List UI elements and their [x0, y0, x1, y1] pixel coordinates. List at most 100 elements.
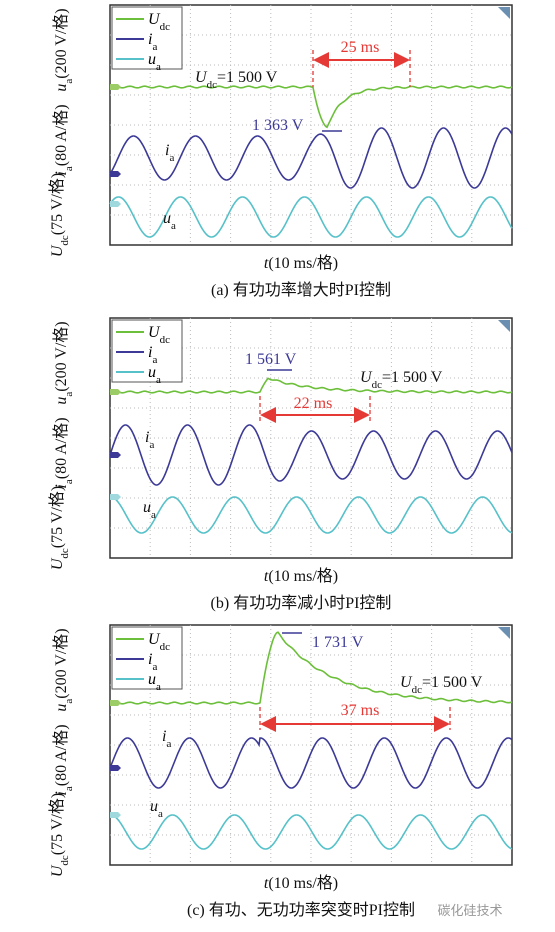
- trace-label-sub: a: [171, 220, 176, 232]
- x-axis-label-main: t: [264, 255, 269, 272]
- trace-label-sub: a: [151, 509, 156, 521]
- legend-entry-main: U: [148, 11, 161, 28]
- y-axis-label-main: u: [53, 397, 70, 405]
- y-axis-label: Udc(75 V/格): [48, 173, 71, 257]
- y-axis-label-sub: a: [63, 166, 75, 171]
- udc-trace: [109, 85, 513, 129]
- trace-label: ua: [163, 210, 176, 232]
- x-axis-label-rest: (10 ms/格): [268, 254, 338, 272]
- y-axis-label-main: i: [53, 791, 70, 795]
- udc-annotation-sub: dc: [412, 684, 423, 696]
- duration-annotation: 22 ms: [294, 395, 333, 412]
- udc-annotation: Udc=1 500 V: [195, 69, 278, 91]
- y-axis-label: ia(80 A/格): [52, 417, 75, 488]
- udc-annotation-sub: dc: [372, 379, 383, 391]
- y-axis-label: Udc(75 V/格): [48, 486, 71, 570]
- y-axis-label: ua(200 V/格): [52, 628, 75, 711]
- udc-annotation-rest: =1 500 V: [382, 369, 443, 386]
- caption: (c) 有功、无功功率突变时PI控制: [187, 901, 415, 919]
- legend-entry-sub: a: [152, 41, 157, 53]
- y-axis-label-main: U: [49, 244, 66, 257]
- trace-label-main: u: [150, 798, 158, 815]
- udc-annotation-main: U: [195, 69, 208, 86]
- y-axis-label-main: i: [53, 484, 70, 488]
- legend-entry: ua: [148, 671, 161, 693]
- ua-trace: [110, 496, 513, 534]
- ua-trace: [109, 196, 513, 238]
- trace-label-main: i: [162, 728, 166, 745]
- y-axis-label-sub: a: [63, 786, 75, 791]
- y-axis-label-rest: (80 A/格): [52, 724, 70, 786]
- udc-annotation-rest: =1 500 V: [422, 674, 483, 691]
- trace-label-sub: a: [149, 439, 154, 451]
- x-axis-label-main: t: [264, 568, 269, 585]
- trace-label: ua: [150, 798, 163, 820]
- y-axis-label-main: u: [53, 84, 70, 92]
- duration-annotation: 25 ms: [341, 39, 380, 56]
- legend-entry: ia: [148, 651, 157, 673]
- legend-entry-main: U: [148, 324, 161, 341]
- legend-entry-sub: a: [152, 661, 157, 673]
- ua-trace: [110, 814, 513, 850]
- channel-marker: [110, 389, 121, 395]
- legend-entry-main: u: [148, 51, 156, 68]
- peak-annotation: 1 363 V: [252, 117, 304, 134]
- legend-entry: ia: [148, 31, 157, 53]
- caption: (a) 有功功率增大时PI控制: [211, 281, 391, 299]
- legend-entry-sub: dc: [160, 334, 171, 346]
- channel-marker: [110, 84, 121, 90]
- y-axis-label-sub: a: [63, 392, 75, 397]
- y-axis-label: ua(200 V/格): [52, 8, 75, 91]
- trace-label: ia: [145, 429, 154, 451]
- channel-marker: [110, 452, 121, 458]
- y-axis-label-rest: (200 V/格): [52, 321, 70, 391]
- y-axis-label-sub: a: [63, 699, 75, 704]
- caption: (b) 有功功率减小时PI控制: [211, 594, 392, 612]
- trace-label-main: u: [163, 210, 171, 227]
- y-axis-label-rest: (75 V/格): [48, 793, 66, 855]
- channel-marker: [110, 765, 121, 772]
- x-axis-label-main: t: [264, 875, 269, 892]
- y-axis-label-main: u: [53, 704, 70, 712]
- ia-trace: [109, 737, 513, 789]
- legend-entry-main: u: [148, 671, 156, 688]
- legend-entry-main: i: [148, 31, 152, 48]
- y-axis-label-rest: (80 A/格): [52, 104, 70, 166]
- x-axis-label-rest: (10 ms/格): [268, 567, 338, 585]
- corner-marker: [498, 627, 510, 639]
- trace-label: ia: [165, 142, 174, 164]
- ia-trace: [109, 127, 513, 189]
- legend-entry-main: i: [148, 344, 152, 361]
- y-axis-label-sub: dc: [59, 548, 71, 559]
- watermark: 碳化硅技术: [437, 904, 502, 919]
- y-axis-label-sub: dc: [59, 855, 71, 866]
- y-axis-label-rest: (75 V/格): [48, 173, 66, 235]
- x-axis-label: t(10 ms/格): [264, 254, 338, 272]
- ia-trace: [109, 424, 513, 486]
- y-axis-label-main: U: [49, 864, 66, 877]
- y-axis-label: Udc(75 V/格): [48, 793, 71, 877]
- channel-marker: [110, 494, 121, 501]
- legend-entry-main: U: [148, 631, 161, 648]
- x-axis-label: t(10 ms/格): [264, 874, 338, 892]
- y-axis-label-rest: (80 A/格): [52, 417, 70, 479]
- trace-label-sub: a: [166, 738, 171, 750]
- peak-annotation: 1 731 V: [312, 634, 364, 651]
- legend-entry: Udc: [148, 631, 170, 653]
- trace-label: ua: [143, 499, 156, 521]
- legend-entry-main: i: [148, 651, 152, 668]
- legend-entry-sub: a: [156, 681, 161, 693]
- channel-marker: [110, 170, 121, 177]
- legend-entry-sub: a: [156, 61, 161, 73]
- trace-label: ia: [162, 728, 171, 750]
- legend-entry-sub: dc: [160, 21, 171, 33]
- legend-entry-sub: dc: [160, 641, 171, 653]
- udc-trace: [109, 377, 513, 394]
- udc-annotation: Udc=1 500 V: [360, 369, 443, 391]
- corner-marker: [498, 320, 510, 332]
- legend-entry: ua: [148, 364, 161, 386]
- channel-marker: [110, 700, 121, 706]
- y-axis-label-sub: dc: [59, 235, 71, 246]
- x-axis-label: t(10 ms/格): [264, 567, 338, 585]
